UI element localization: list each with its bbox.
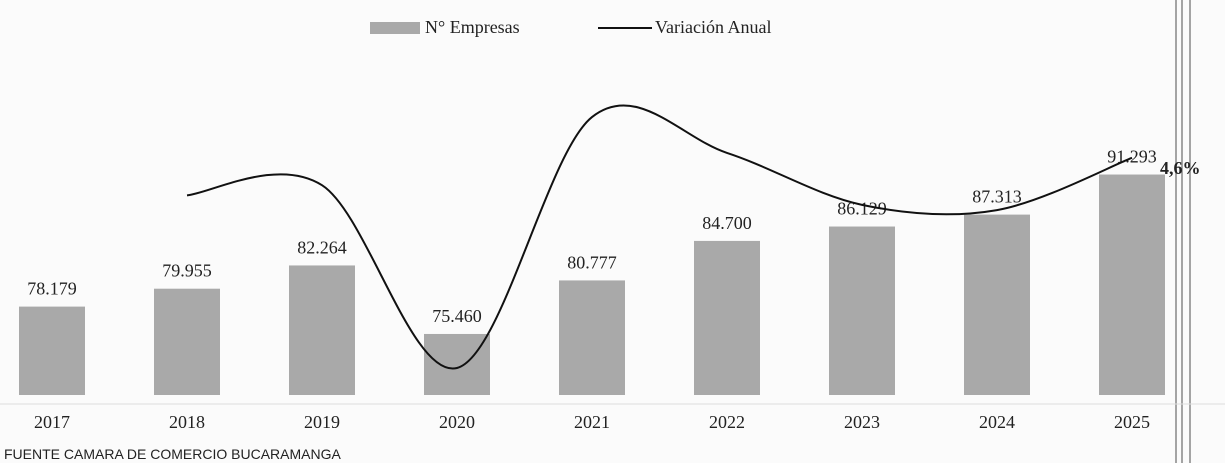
x-tick-label: 2018 [169, 412, 205, 432]
bar [154, 288, 220, 395]
data-label: 84.700 [702, 213, 752, 233]
legend-label: N° Empresas [425, 17, 520, 37]
line [186, 104, 1133, 370]
data-label: 86.129 [837, 199, 887, 219]
data-label: 78.179 [27, 279, 77, 299]
data-label: 87.313 [972, 187, 1022, 207]
bar [694, 240, 760, 395]
x-tick-label: 2022 [709, 412, 745, 432]
bar [559, 280, 625, 395]
bar [1099, 174, 1165, 395]
bar [424, 333, 490, 395]
x-tick-label: 2020 [439, 412, 475, 432]
x-tick-label: 2023 [844, 412, 880, 432]
x-tick-label: 2025 [1114, 412, 1150, 432]
x-tick-label: 2021 [574, 412, 610, 432]
bar [829, 226, 895, 395]
legend-swatch [370, 22, 420, 34]
source: FUENTE CAMARA DE COMERCIO BUCARAMANGA [4, 446, 341, 462]
data-label: 82.264 [297, 237, 347, 257]
bar [964, 214, 1030, 395]
x-tick-label: 2017 [34, 412, 70, 432]
data-label: 91.293 [1107, 147, 1157, 167]
bar [289, 265, 355, 395]
data-label: 80.777 [567, 252, 617, 272]
legend: N° Empresas Variación Anual [370, 17, 771, 37]
x-tick-label: 2019 [304, 412, 340, 432]
data-label: 4,6% [1160, 158, 1201, 178]
legend-label: Variación Anual [655, 17, 771, 37]
data-label: 75.460 [432, 306, 482, 326]
bar [19, 306, 85, 395]
data-label: 79.955 [162, 261, 212, 281]
x-tick-label: 2024 [979, 412, 1015, 432]
